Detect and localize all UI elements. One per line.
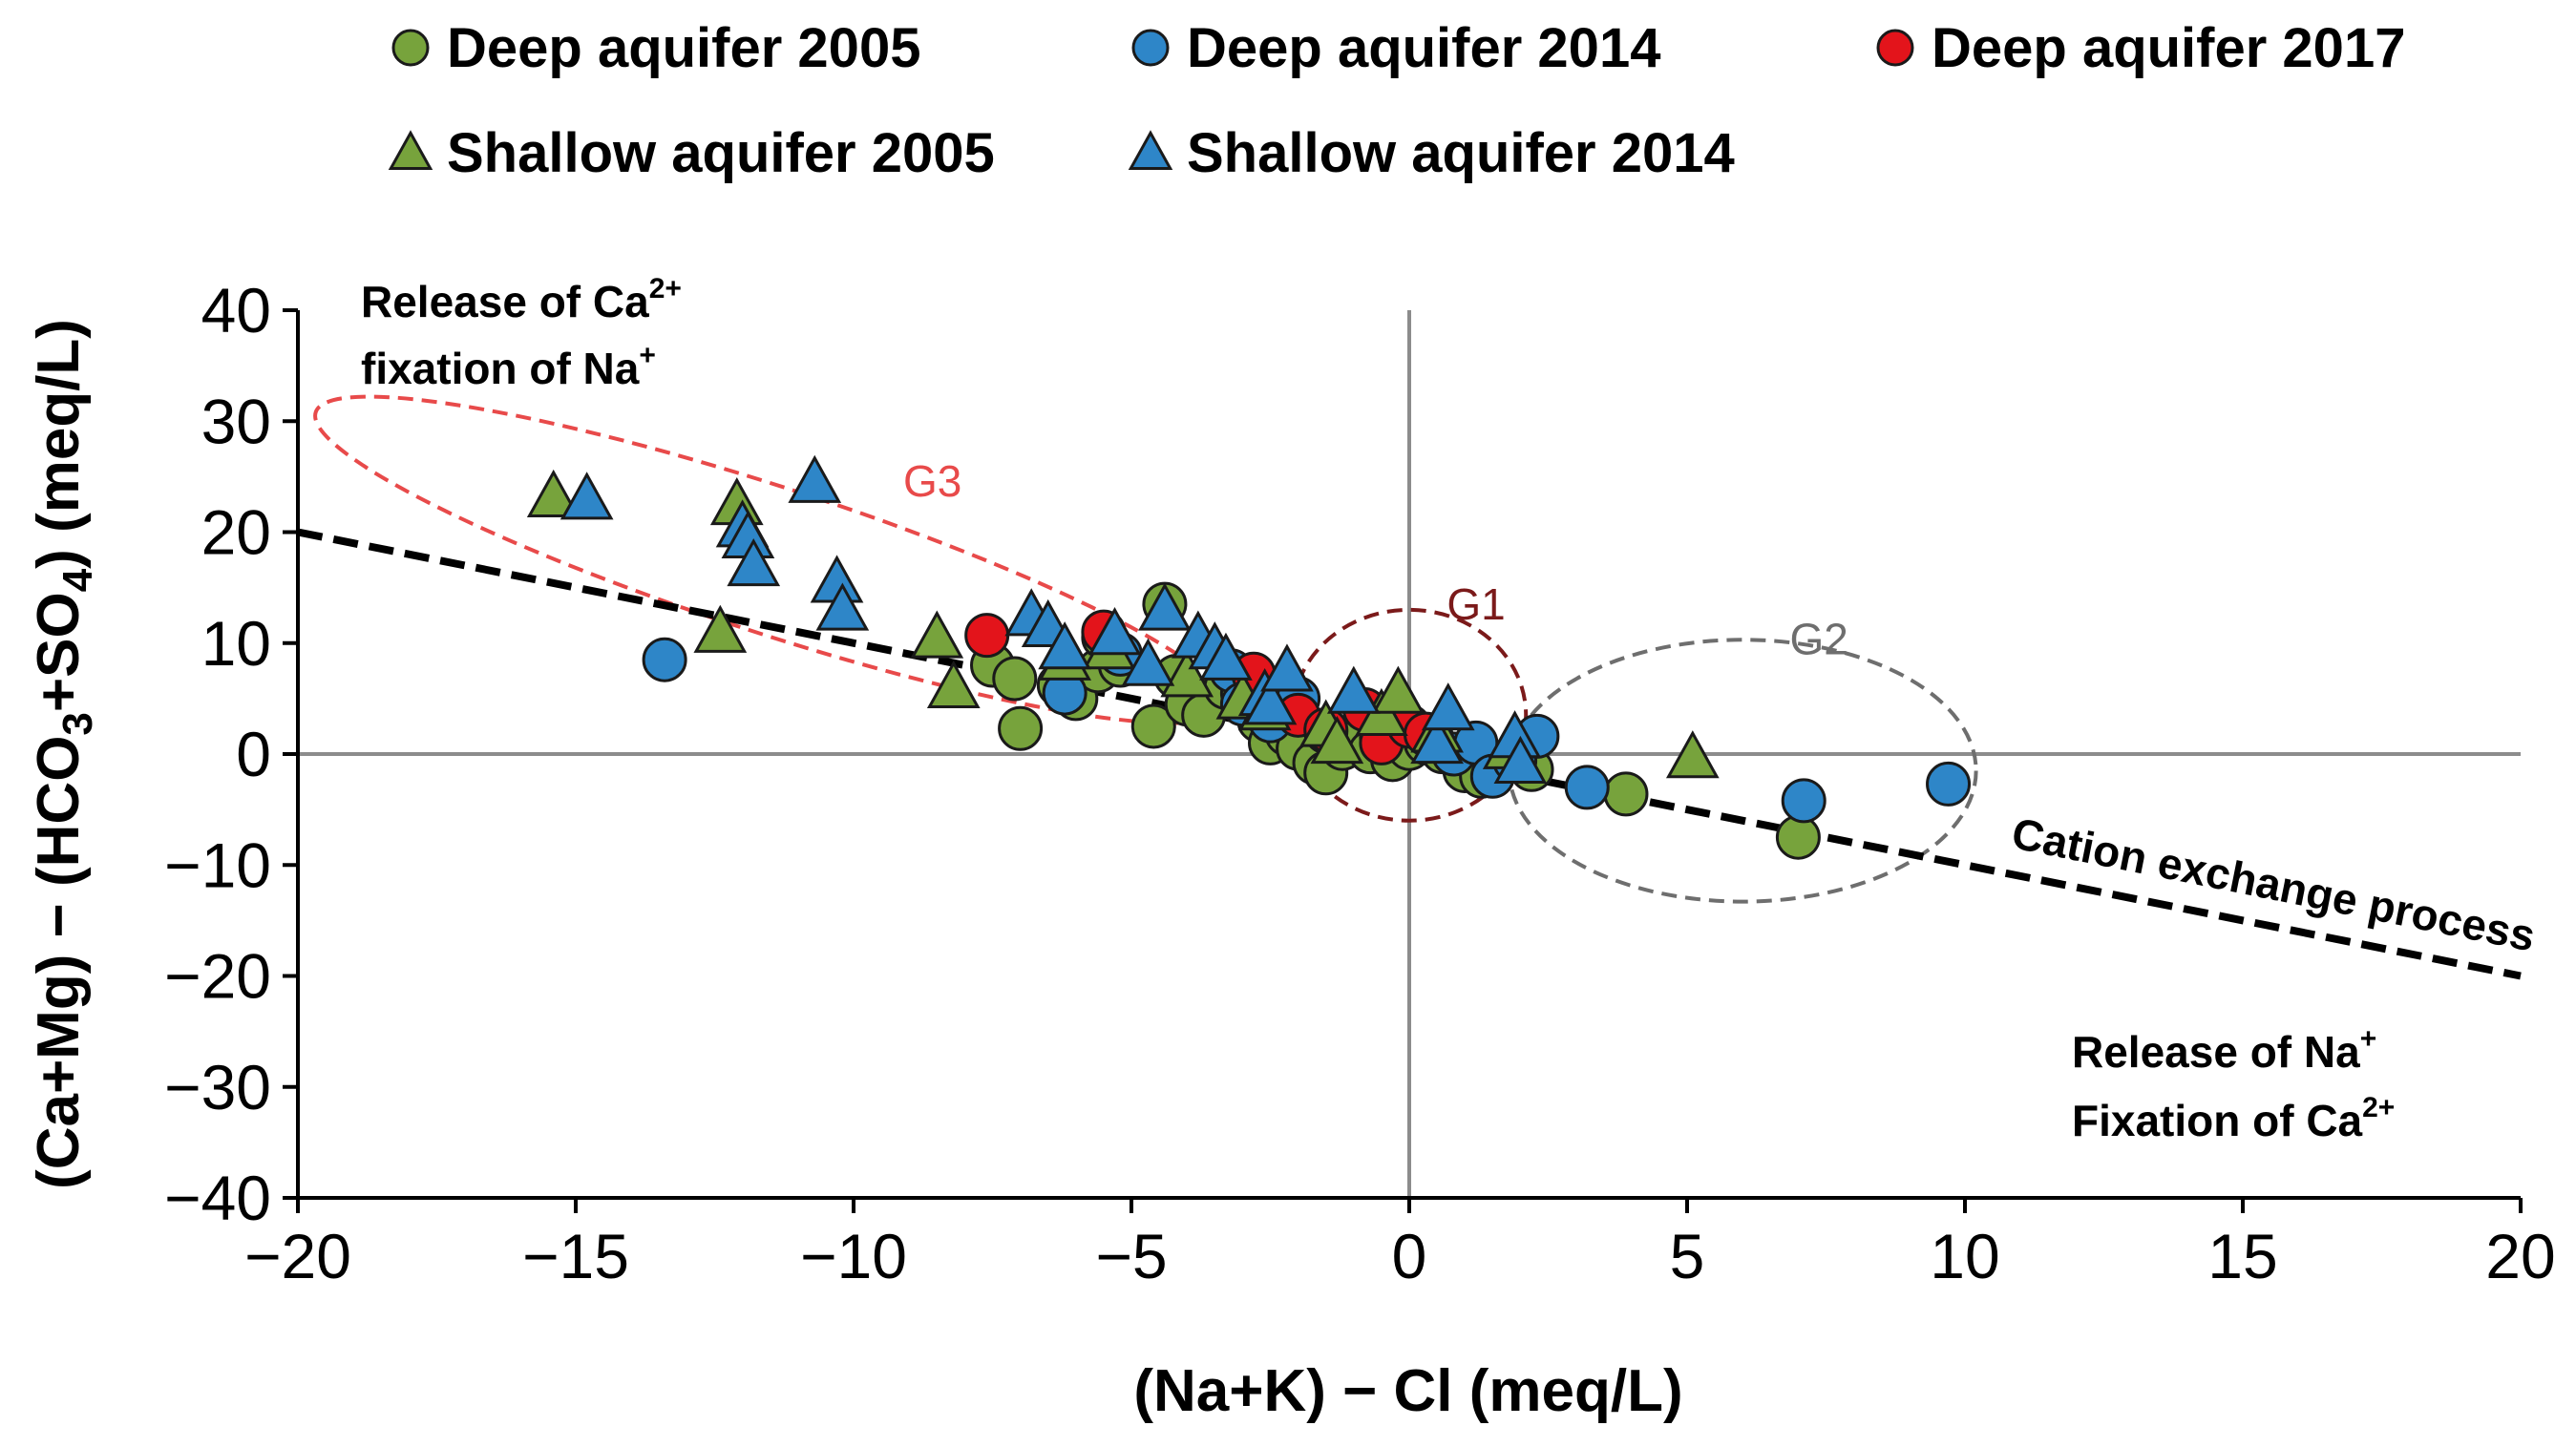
y-axis-title-subscript: 4 [54, 568, 101, 592]
data-point [1665, 730, 1720, 779]
y-tick-label: 0 [236, 719, 271, 789]
data-point [1160, 649, 1214, 698]
data-point [642, 637, 687, 682]
legend-label: Deep aquifer 2014 [1187, 17, 1660, 79]
legend-item: Deep aquifer 2017 [1876, 17, 2405, 79]
y-axis-title: (Ca+Mg) − (HCO3+SO4) (meq/L) [26, 319, 101, 1189]
annotation-line: Release of Ca2+ [361, 273, 682, 326]
y-axis-title-subscript: 3 [54, 712, 101, 735]
annotation-line: Release of Na+ [2072, 1023, 2376, 1077]
data-point [693, 604, 748, 653]
data-point [560, 472, 614, 520]
legend-marker [1128, 130, 1173, 171]
data-point [1260, 643, 1314, 692]
trend-line-label: Cation exchange process [2008, 807, 2540, 960]
x-tick-label: 10 [1930, 1221, 1999, 1291]
data-point [1781, 778, 1826, 824]
data-point [815, 582, 870, 631]
y-tick-label: 40 [201, 275, 271, 346]
y-axis-title-part: ) (meq/L) [26, 319, 92, 569]
data-point [1410, 715, 1464, 765]
y-tick-label: −10 [164, 829, 271, 900]
data-point [1038, 621, 1092, 670]
data-point [1130, 703, 1176, 749]
x-tick-label: −5 [1095, 1221, 1167, 1291]
data-point [727, 537, 781, 587]
data-point [926, 660, 981, 708]
data-point [998, 705, 1044, 751]
group-ellipse-g3 [313, 394, 1228, 725]
group-label-g3: G3 [903, 456, 961, 506]
data-point [1564, 765, 1610, 810]
group-label-g2: G2 [1790, 614, 1848, 663]
data-point [1493, 735, 1548, 785]
axes: −20 −15 −10 −5 0 5 10 15 20 −40 −30 −20 −10 0 10 20 30 40 [164, 275, 2556, 1291]
data-point [964, 613, 1010, 659]
series-shallow-aquifer-2014 [560, 454, 1548, 785]
y-tick-label: 10 [201, 608, 271, 679]
data-point [910, 610, 964, 659]
legend-marker [388, 130, 433, 171]
annotation-line: Fixation of Ca2+ [2072, 1092, 2395, 1145]
x-tick-label: −20 [244, 1221, 351, 1291]
group-label-g1: G1 [1446, 579, 1505, 629]
y-axis-title-part: +SO [26, 592, 92, 712]
data-point [1087, 607, 1142, 656]
y-axis-title-part: (Ca+Mg) − (HCO [26, 736, 92, 1189]
data-points [526, 454, 1972, 860]
y-tick-label: −40 [164, 1163, 271, 1233]
legend-marker [1131, 29, 1170, 67]
x-axis-title: (Na+K) − Cl (meq/L) [1133, 1358, 1682, 1424]
data-point [1199, 632, 1253, 681]
legend-item: Deep aquifer 2005 [391, 17, 920, 79]
data-point [788, 454, 842, 503]
annotations: Release of Ca2+ fixation of Na+ Release of… [361, 273, 2395, 1145]
x-tick-label: 0 [1392, 1221, 1427, 1291]
legend-label: Shallow aquifer 2005 [447, 122, 995, 184]
y-tick-label: −30 [164, 1052, 271, 1122]
data-point [1243, 677, 1298, 725]
x-tick-label: 5 [1670, 1221, 1705, 1291]
legend-item: Shallow aquifer 2014 [1128, 122, 1735, 184]
data-point [1926, 761, 1972, 807]
x-tick-label: −15 [522, 1221, 629, 1291]
annotation-line: fixation of Na+ [361, 340, 656, 393]
x-tick-label: −10 [800, 1221, 907, 1291]
y-tick-label: −20 [164, 941, 271, 1012]
data-point [526, 469, 581, 518]
x-tick-label: 15 [2207, 1221, 2277, 1291]
legend-item: Shallow aquifer 2005 [388, 122, 995, 184]
legend-marker [391, 29, 430, 67]
data-point [1326, 665, 1381, 714]
y-tick-label: 20 [201, 497, 271, 568]
data-point [992, 656, 1038, 702]
data-point [1121, 638, 1175, 686]
legend-marker [1876, 29, 1914, 67]
data-point [1775, 814, 1821, 860]
legend-item: Deep aquifer 2014 [1131, 17, 1660, 79]
data-point [1310, 715, 1364, 765]
data-point [1603, 771, 1649, 817]
data-point [1138, 582, 1192, 631]
y-tick-label: 30 [201, 386, 271, 456]
data-point [1371, 665, 1425, 714]
x-tick-label: 20 [2485, 1221, 2555, 1291]
legend-label: Deep aquifer 2017 [1932, 17, 2405, 79]
legend-label: Deep aquifer 2005 [447, 17, 920, 79]
legend-label: Shallow aquifer 2014 [1187, 122, 1735, 184]
legend: Deep aquifer 2005 Deep aquifer 2014 Deep a… [388, 17, 2405, 184]
data-point [1421, 682, 1475, 731]
